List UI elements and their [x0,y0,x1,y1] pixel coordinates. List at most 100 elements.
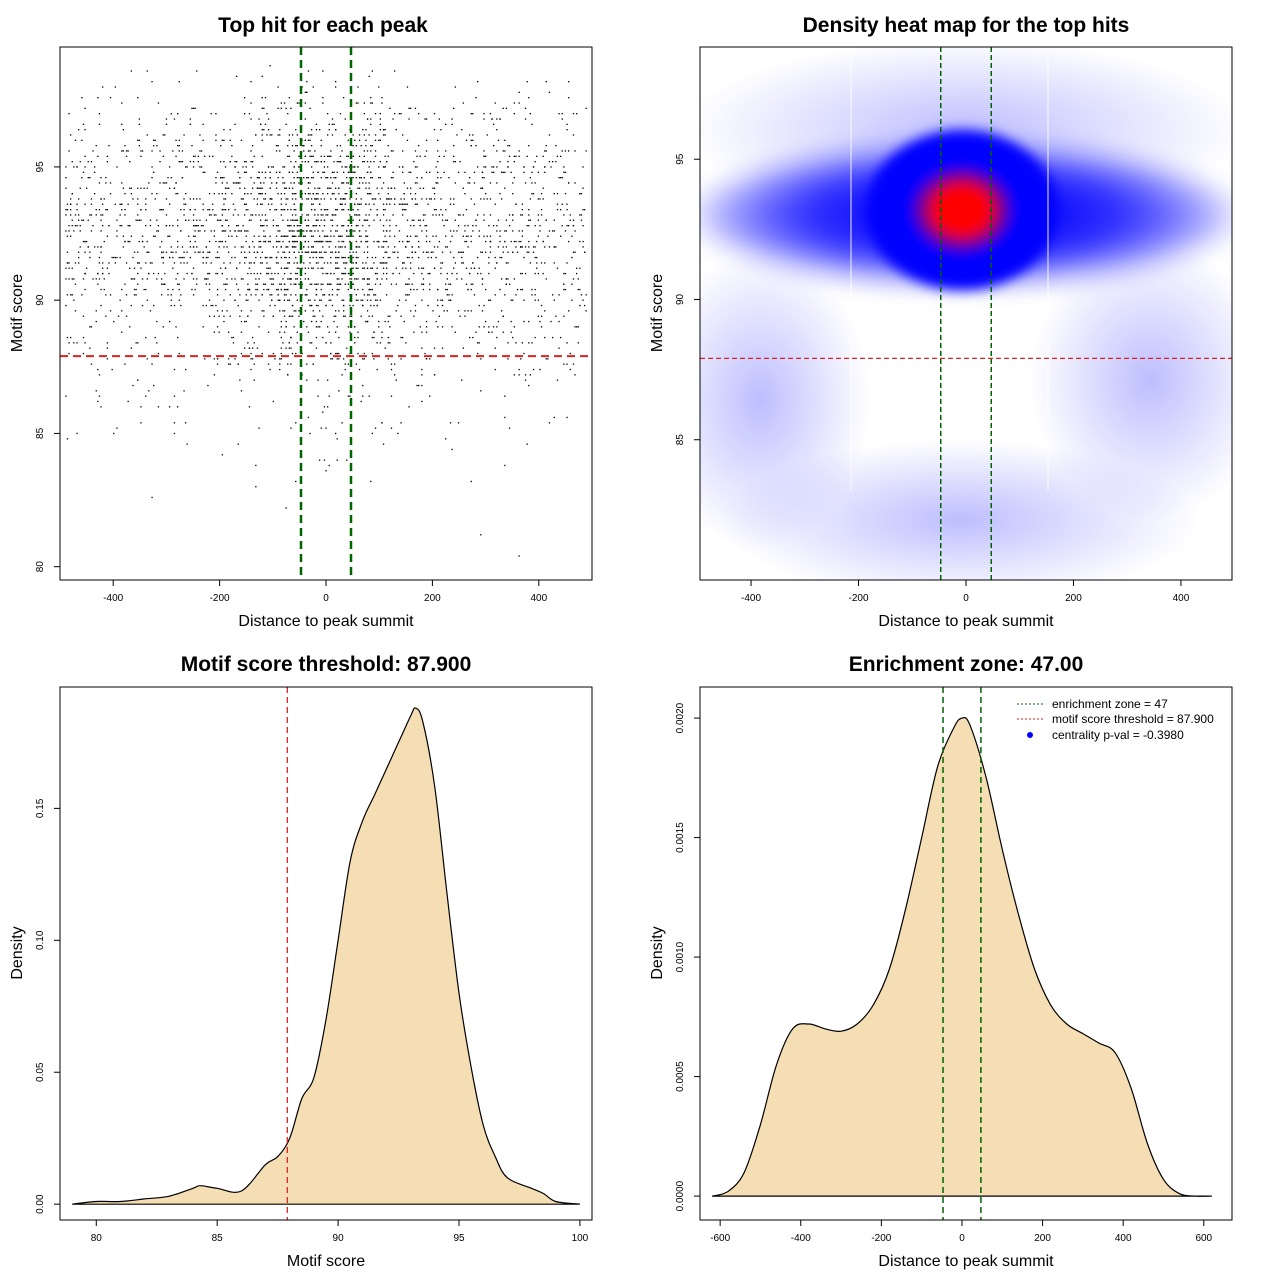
scatter-point [366,310,369,312]
scatter-point [350,161,353,163]
scatter-point [379,299,381,301]
scatter-point [202,256,204,259]
scatter-point [469,177,471,179]
scatter-point [438,240,440,243]
scatter-point [358,214,361,216]
scatter-point [314,198,316,200]
scatter-point [325,342,327,344]
scatter-point [510,240,512,243]
scatter-point [95,310,97,312]
scatter-point [327,326,329,328]
scatter-point [65,395,67,397]
scatter-point [486,134,488,136]
scatter-point [507,166,509,168]
scatter-point [221,240,223,243]
scatter-point [537,299,539,301]
scatter-point [244,113,246,115]
scatter-point [78,214,80,216]
scatter-point [534,182,536,184]
scatter-point [374,299,377,301]
scatter-point [261,155,263,157]
scatter-point [418,256,420,259]
scatter-point [454,161,456,163]
scatter-point [408,171,410,173]
scatter-point [264,177,267,179]
scatter-point [378,86,380,88]
scatter-point [151,262,153,264]
scatter-point [499,193,501,195]
scatter-point [277,134,279,136]
scatter-point [170,246,172,248]
scatter-point [422,214,425,216]
heat-blob [720,440,1200,580]
scatter-point [100,177,102,179]
scatter-point [226,310,228,312]
scatter-point [264,198,267,200]
scatter-point [330,150,332,152]
scatter-point [145,395,147,397]
scatter-point [269,134,271,136]
scatter-point [502,246,504,248]
scatter-point [307,70,310,72]
scatter-point [282,310,284,312]
scatter-point [425,198,428,200]
scatter-point [338,283,340,285]
scatter-point [236,267,238,269]
scatter-point [304,91,306,93]
scatter-point [287,155,289,157]
scatter-point [264,283,267,285]
scatter-point [467,288,469,291]
scatter-point [330,299,332,301]
scatter-point [346,182,348,184]
scatter-point [333,320,335,323]
scatter-point [416,182,418,184]
scatter-point [236,283,238,285]
scatter-point [371,352,373,355]
scatter-point [146,278,148,280]
scatter-point [358,246,361,248]
scatter-point [571,256,573,259]
scatter-point [170,177,172,179]
scatter-point [376,214,378,216]
scatter-point [156,219,158,221]
scatter-point [405,209,407,211]
y-tick-label: 0.10 [35,930,46,950]
scatter-point [282,166,284,168]
scatter-point [76,209,78,211]
scatter-point [328,283,330,285]
scatter-point [390,368,393,371]
scatter-point [352,145,354,147]
scatter-point [477,256,479,259]
scatter-point [255,134,257,136]
scatter-point [477,166,479,168]
scatter-point [224,267,227,269]
scatter-point [244,187,246,189]
scatter-point [258,240,260,243]
legend-pval-dot [1027,732,1033,738]
scatter-point [145,262,147,264]
scatter-point [141,278,144,280]
scatter-point [192,294,195,296]
scatter-point [510,171,512,173]
scatter-point [548,422,551,424]
scatter-point [250,150,252,152]
scatter-point [189,209,191,211]
scatter-point [568,225,570,227]
scatter-point [277,107,279,109]
scatter-point [177,272,179,275]
scatter-point [465,235,468,237]
density-area [72,707,580,1205]
scatter-point [344,256,346,259]
scatter-point [309,230,311,232]
scatter-point [322,283,324,285]
scatter-point [505,230,507,232]
scatter-point [445,438,447,440]
scatter-point [432,251,434,253]
scatter-point [264,256,267,259]
scatter-point [250,102,252,104]
scatter-point [386,240,388,243]
scatter-point [327,134,329,136]
scatter-point [513,113,515,115]
scatter-point [309,182,311,184]
scatter-point [387,193,389,195]
